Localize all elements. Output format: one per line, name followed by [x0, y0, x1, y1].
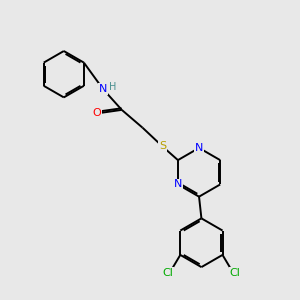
Text: O: O — [92, 108, 101, 118]
Text: N: N — [174, 179, 182, 190]
Text: Cl: Cl — [162, 268, 173, 278]
Text: H: H — [109, 82, 116, 92]
Text: N: N — [195, 143, 203, 153]
Text: S: S — [159, 141, 166, 152]
Text: Cl: Cl — [230, 268, 240, 278]
Text: N: N — [99, 84, 107, 94]
